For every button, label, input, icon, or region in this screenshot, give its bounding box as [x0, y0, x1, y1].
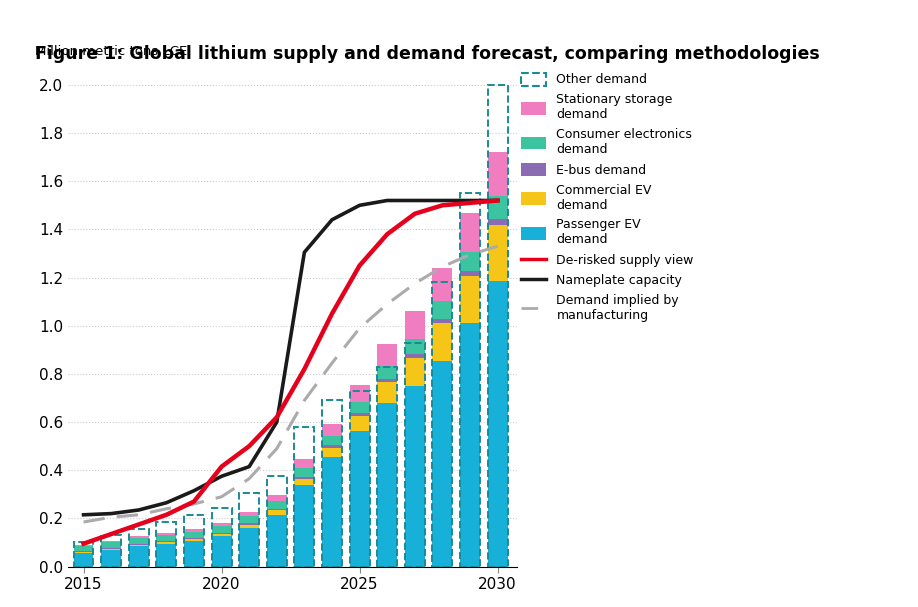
Bar — [267, 510, 286, 515]
Bar — [377, 379, 397, 382]
Bar — [322, 448, 341, 457]
Bar — [350, 430, 370, 566]
Bar — [73, 554, 94, 566]
Bar — [212, 534, 231, 537]
Bar — [73, 551, 94, 552]
Text: Million metric tons LCE: Million metric tons LCE — [35, 45, 187, 58]
Bar — [101, 542, 121, 548]
Bar — [212, 537, 231, 566]
Bar — [267, 495, 286, 501]
Bar — [295, 479, 314, 485]
Bar — [73, 543, 94, 566]
Bar — [184, 532, 204, 538]
Text: Figure 1: Global lithium supply and demand forecast, comparing methodologies: Figure 1: Global lithium supply and dema… — [35, 45, 820, 63]
Bar — [212, 532, 231, 534]
Bar — [184, 541, 204, 566]
Bar — [432, 319, 453, 324]
Bar — [240, 525, 259, 528]
Bar — [240, 528, 259, 566]
Bar — [460, 276, 480, 324]
Bar — [267, 509, 286, 510]
Bar — [295, 485, 314, 566]
Bar — [405, 342, 425, 566]
Bar — [322, 436, 341, 445]
Bar — [73, 552, 94, 554]
Bar — [432, 361, 453, 566]
Bar — [350, 402, 370, 413]
Bar — [377, 344, 397, 366]
Bar — [487, 281, 508, 566]
Bar — [377, 403, 397, 566]
Bar — [240, 516, 259, 523]
Bar — [184, 540, 204, 541]
Bar — [267, 476, 286, 566]
Bar — [487, 197, 508, 219]
Bar — [377, 367, 397, 566]
Bar — [295, 427, 314, 566]
Bar — [295, 476, 314, 479]
Bar — [487, 152, 508, 197]
Bar — [129, 546, 149, 566]
Legend: Other demand, Stationary storage
demand, Consumer electronics
demand, E-bus dema: Other demand, Stationary storage demand,… — [521, 73, 694, 322]
Bar — [322, 457, 341, 566]
Bar — [101, 548, 121, 549]
Bar — [487, 225, 508, 281]
Bar — [432, 282, 453, 566]
Bar — [460, 324, 480, 566]
Bar — [487, 85, 508, 566]
Bar — [73, 546, 94, 551]
Bar — [460, 271, 480, 276]
Bar — [322, 445, 341, 448]
Bar — [405, 354, 425, 358]
Bar — [267, 515, 286, 566]
Bar — [240, 523, 259, 525]
Bar — [156, 542, 176, 544]
Bar — [156, 522, 176, 566]
Bar — [156, 535, 176, 541]
Bar — [184, 515, 204, 566]
Bar — [350, 391, 370, 566]
Bar — [212, 507, 231, 566]
Bar — [101, 549, 121, 550]
Bar — [73, 545, 94, 546]
Bar — [129, 536, 149, 538]
Bar — [267, 501, 286, 509]
Bar — [295, 468, 314, 476]
Bar — [295, 459, 314, 468]
Bar — [487, 219, 508, 225]
Bar — [184, 529, 204, 532]
Bar — [350, 413, 370, 416]
Bar — [432, 324, 453, 361]
Bar — [156, 533, 176, 535]
Bar — [101, 535, 121, 566]
Bar — [129, 538, 149, 544]
Bar — [240, 493, 259, 566]
Bar — [184, 538, 204, 540]
Bar — [405, 311, 425, 339]
Bar — [212, 523, 231, 526]
Bar — [460, 212, 480, 251]
Bar — [101, 550, 121, 566]
Bar — [322, 401, 341, 566]
Bar — [460, 251, 480, 271]
Bar — [156, 541, 176, 542]
Bar — [129, 529, 149, 566]
Bar — [405, 386, 425, 566]
Bar — [350, 416, 370, 430]
Bar — [212, 526, 231, 532]
Bar — [377, 366, 397, 379]
Bar — [129, 544, 149, 546]
Bar — [101, 541, 121, 542]
Bar — [432, 302, 453, 319]
Bar — [156, 544, 176, 566]
Bar — [377, 382, 397, 403]
Bar — [240, 512, 259, 516]
Bar — [405, 339, 425, 354]
Bar — [405, 358, 425, 386]
Bar — [460, 193, 480, 566]
Bar — [350, 385, 370, 402]
Bar — [322, 424, 341, 436]
Bar — [432, 268, 453, 302]
